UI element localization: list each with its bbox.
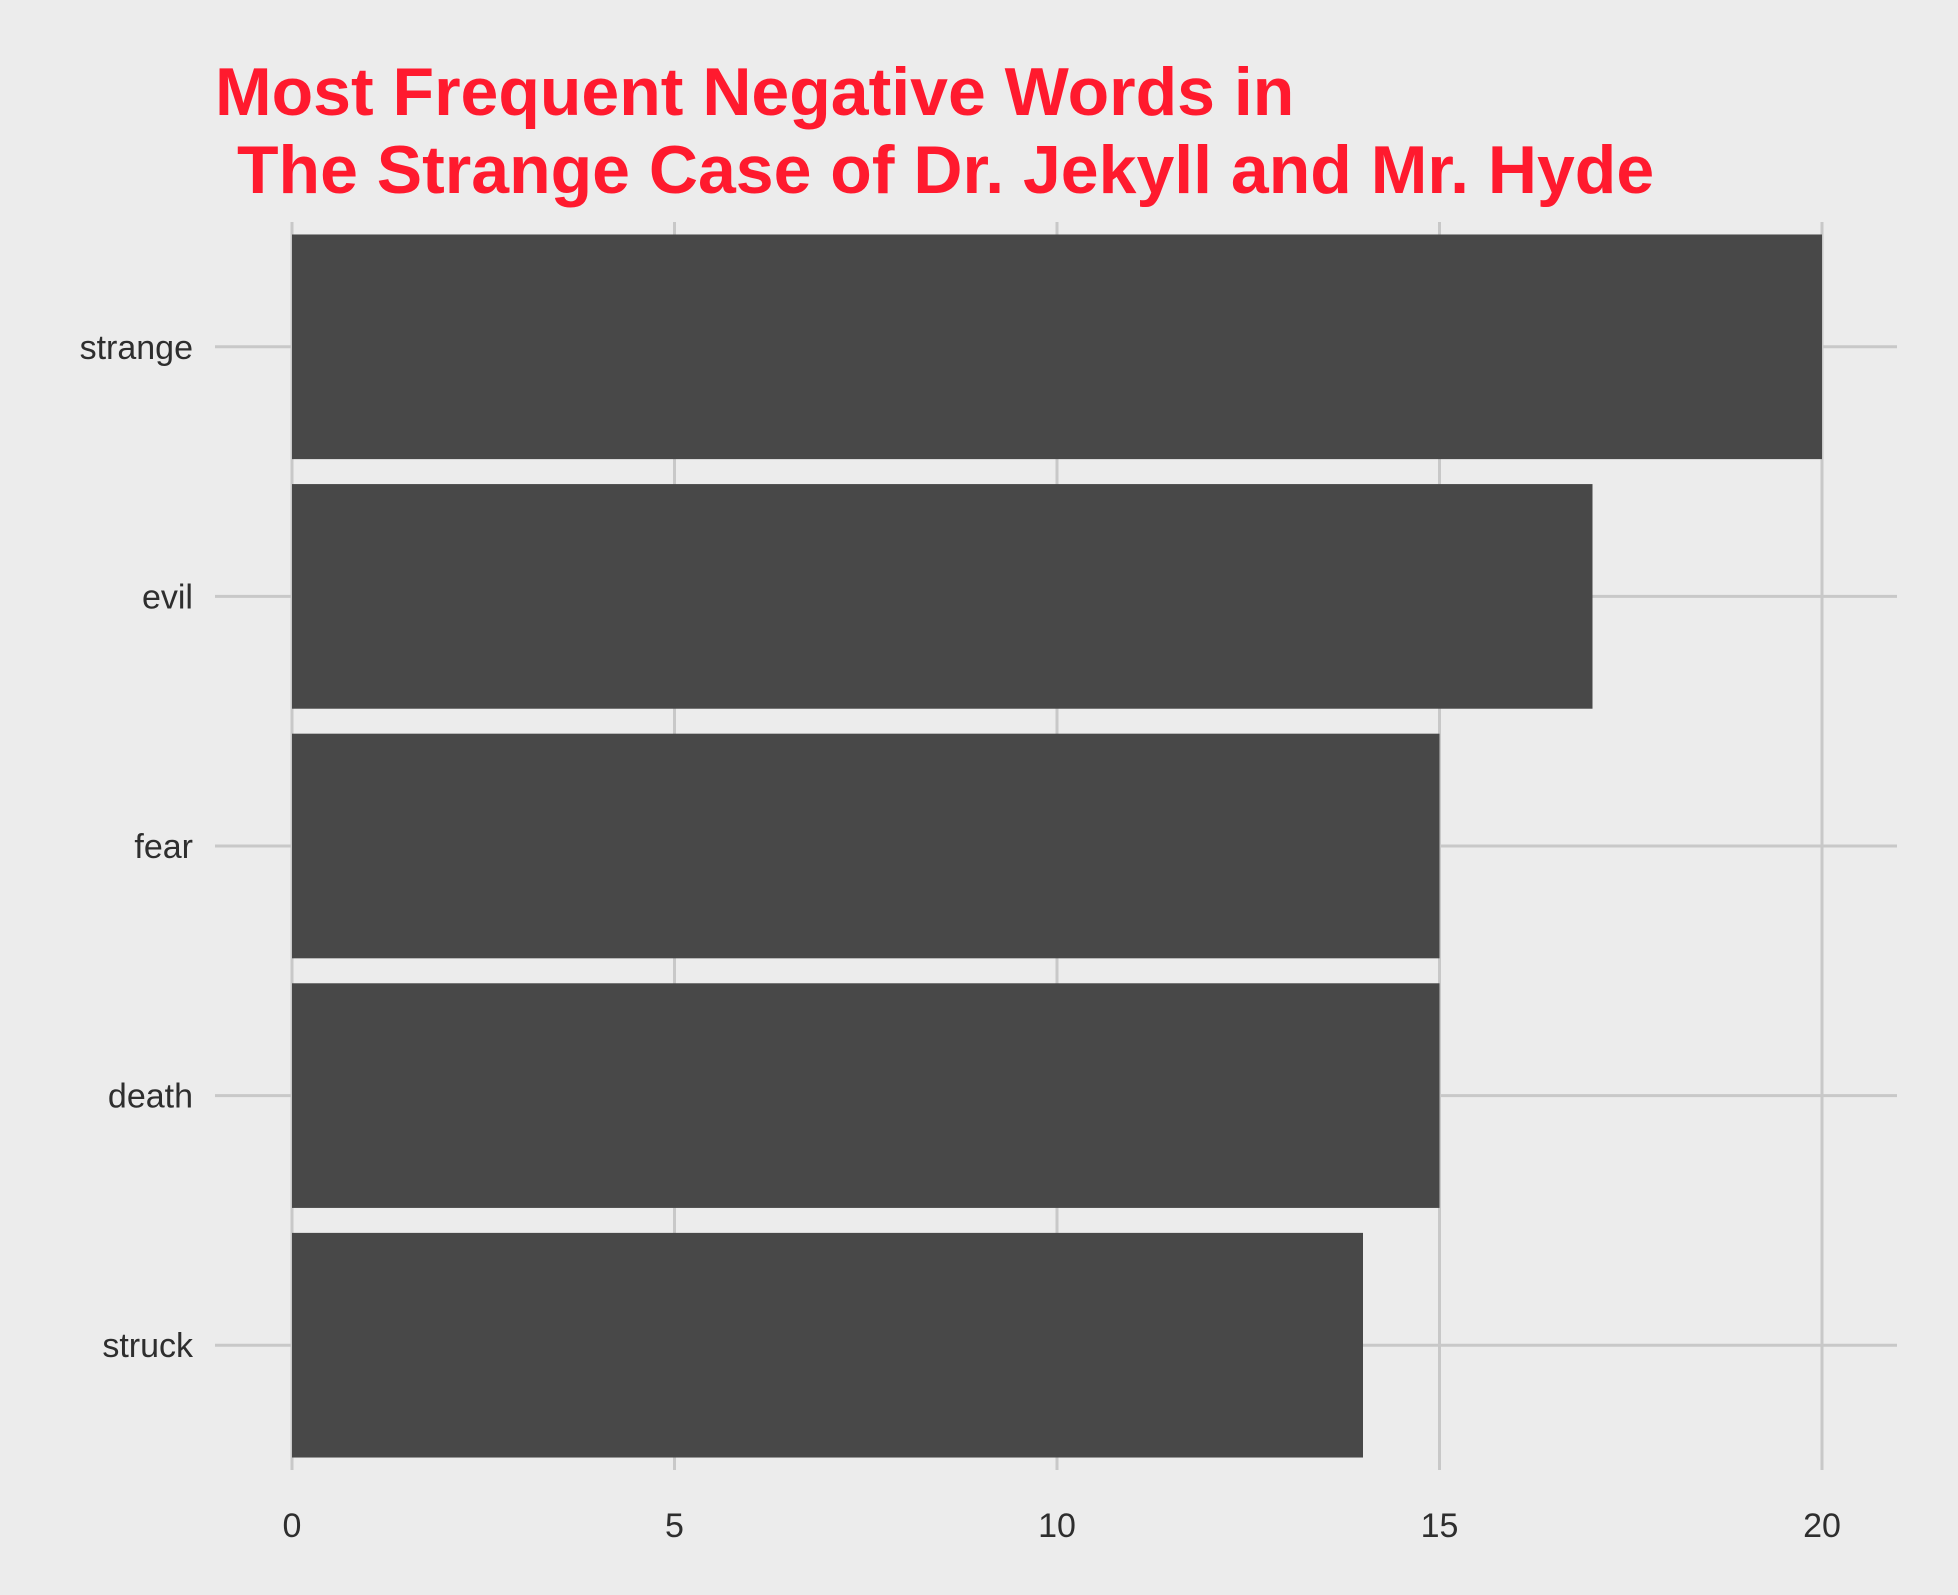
bar-struck (292, 1232, 1363, 1458)
x-tick-label-10: 10 (1038, 1507, 1076, 1545)
chart-title-line-2: The Strange Case of Dr. Jekyll and Mr. H… (237, 132, 1654, 208)
bar-death (292, 983, 1440, 1208)
bar-evil (292, 484, 1593, 709)
bar-strange (292, 234, 1822, 460)
x-tick-label-0: 0 (283, 1507, 302, 1545)
y-tick-label-struck: struck (102, 1327, 194, 1365)
x-tick-label-15: 15 (1421, 1507, 1459, 1545)
bar-fear (292, 733, 1440, 959)
chart-title-line-1: Most Frequent Negative Words in (215, 54, 1294, 130)
y-tick-label-evil: evil (142, 578, 193, 616)
bar-layer (292, 234, 1822, 1458)
y-tick-label-death: death (108, 1078, 193, 1116)
x-tick-label-5: 5 (665, 1507, 684, 1545)
tick-layer: 0 5 10 15 20 strange evil fear death struck (80, 329, 1841, 1545)
y-tick-label-fear: fear (134, 828, 193, 866)
x-tick-label-20: 20 (1803, 1507, 1841, 1545)
y-tick-label-strange: strange (80, 329, 193, 367)
